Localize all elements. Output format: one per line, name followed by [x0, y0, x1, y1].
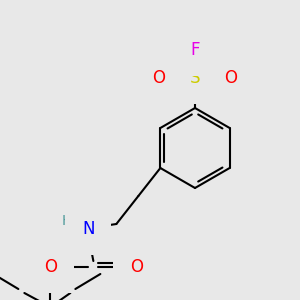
- Text: O: O: [130, 258, 143, 276]
- Text: O: O: [224, 69, 238, 87]
- Text: H: H: [61, 214, 71, 228]
- Text: N: N: [82, 220, 94, 238]
- Text: S: S: [190, 69, 200, 87]
- Text: O: O: [44, 258, 57, 276]
- Text: O: O: [152, 69, 166, 87]
- Text: F: F: [190, 41, 200, 59]
